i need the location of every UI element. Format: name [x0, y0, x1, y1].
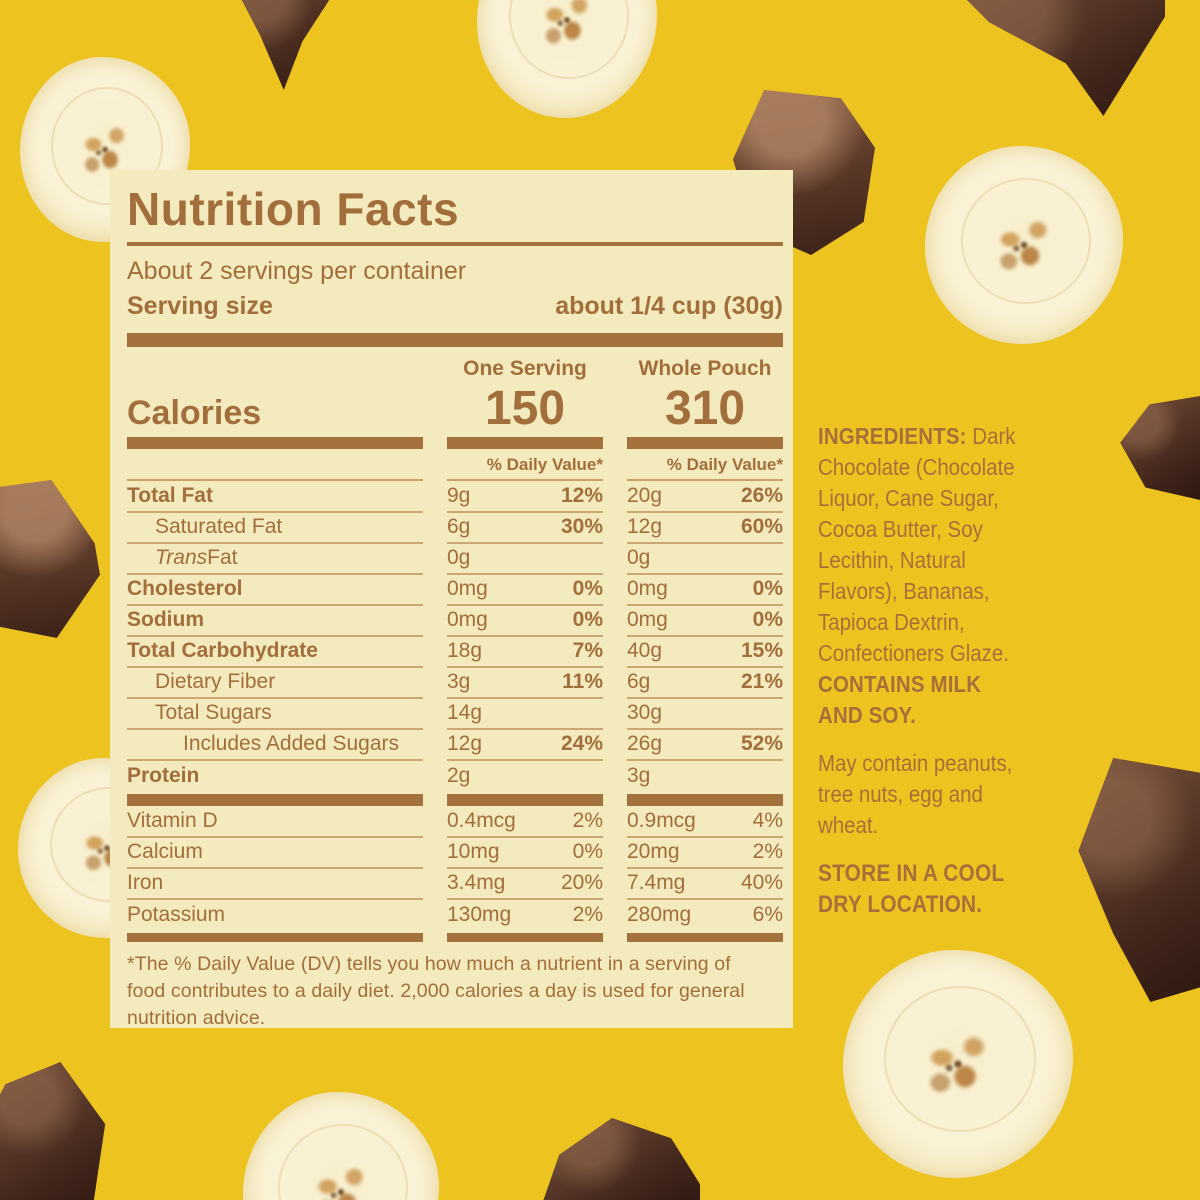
whole-pouch-values: 0.9mcg 4%: [627, 805, 783, 838]
nutrient-name: Vitamin D: [127, 805, 423, 838]
nutrient-name: Total Carbohydrate: [127, 635, 423, 668]
nutrient-row: Potassium 130mg 2% 280mg 6%: [127, 899, 783, 930]
banana-slice-image: [925, 146, 1123, 344]
nutrient-name: Total Sugars: [127, 697, 423, 730]
nutrient-row: Saturated Fat 6g 30% 12g 60%: [127, 511, 783, 544]
contains-statement: CONTAINS MILK AND SOY.: [818, 671, 982, 728]
calories-whole-pouch: 310: [664, 382, 746, 435]
one-serving-values: 10mg 0%: [447, 836, 603, 869]
storage-instructions: STORE IN A COOL DRY LOCATION.: [818, 860, 1004, 918]
daily-value-header: % Daily Value*: [447, 455, 603, 481]
chocolate-chunk-image: [1078, 758, 1200, 1002]
nutrient-row: Iron 3.4mg 20% 7.4mg 40%: [127, 867, 783, 900]
nutrition-facts-label: Nutrition Facts About 2 servings per con…: [110, 170, 793, 1029]
title-rule: [127, 242, 783, 246]
calories-label: Calories: [127, 394, 262, 432]
nutrient-name: Dietary Fiber: [127, 666, 423, 699]
nutrient-row: Vitamin D 0.4mcg 2% 0.9mcg 4%: [127, 805, 783, 838]
one-serving-values: 9g 12%: [447, 480, 603, 513]
calories-one-serving: 150: [484, 382, 566, 435]
whole-pouch-values: 6g 21%: [627, 666, 783, 699]
ingredients-label: INGREDIENTS:: [818, 423, 967, 449]
one-serving-values: 3.4mg 20%: [447, 867, 603, 900]
whole-pouch-values: 0g: [627, 542, 783, 575]
nutrient-row: Includes Added Sugars 12g 24% 26g 52%: [127, 728, 783, 761]
nutrient-name: Total Fat: [127, 480, 423, 513]
nutrient-name: Trans Fat: [127, 542, 423, 575]
one-serving-values: 2g: [447, 763, 471, 787]
one-serving-values: 0mg 0%: [447, 573, 603, 606]
nutrient-row: Total Sugars 14g 30g: [127, 697, 783, 730]
chocolate-chunk-image: [0, 480, 100, 638]
nutrient-name: Saturated Fat: [127, 511, 423, 544]
nutrient-name: Cholesterol: [127, 573, 423, 606]
one-serving-values: 0.4mcg 2%: [447, 805, 603, 838]
whole-pouch-values: 7.4mg 40%: [627, 867, 783, 900]
may-contain-statement: May contain peanuts, tree nuts, egg and …: [818, 750, 1013, 838]
one-serving-values: 0g: [447, 542, 603, 575]
nutrient-row: Calcium 10mg 0% 20mg 2%: [127, 836, 783, 869]
chocolate-chunk-image: [1120, 396, 1200, 500]
one-serving-values: 12g 24%: [447, 728, 603, 761]
nutrient-rows: Total Fat 9g 12% 20g 26% Saturated Fat 6g 3…: [127, 481, 783, 791]
main-divider-bar: [127, 333, 783, 347]
one-serving-values: 6g 30%: [447, 511, 603, 544]
calories-divider-bar: [127, 437, 783, 449]
serving-size-label: Serving size: [127, 292, 273, 320]
column-header-whole-pouch: Whole Pouch: [638, 357, 772, 380]
calories-row: Calories 150 310: [127, 381, 783, 433]
nutrition-facts-title: Nutrition Facts: [127, 183, 460, 235]
nutrient-name: Calcium: [127, 836, 423, 869]
nutrient-name: Sodium: [127, 604, 423, 637]
whole-pouch-values: 12g 60%: [627, 511, 783, 544]
one-serving-values: 3g 11%: [447, 666, 603, 699]
column-header-one-serving: One Serving: [463, 357, 587, 380]
nutrient-name: Protein: [127, 763, 200, 787]
section-divider-bar: [127, 794, 783, 806]
chocolate-chunk-image: [945, 0, 1165, 116]
whole-pouch-values: 26g 52%: [627, 728, 783, 761]
banana-slice-image: [843, 950, 1073, 1178]
ingredients-body: Dark Chocolate (Chocolate Liquor, Cane S…: [818, 423, 1016, 666]
nutrient-name: Iron: [127, 867, 423, 900]
one-serving-values: 130mg 2%: [447, 902, 603, 926]
chocolate-chunk-image: [0, 1062, 106, 1200]
nutrient-name: Potassium: [127, 902, 226, 926]
one-serving-values: 14g: [447, 697, 603, 730]
daily-value-footnote: *The % Daily Value (DV) tells you how mu…: [127, 953, 745, 1029]
daily-value-header: % Daily Value*: [627, 455, 783, 481]
nutrient-row: Trans Fat 0g 0g: [127, 542, 783, 575]
nutrient-row: Protein 2g 3g: [127, 760, 783, 791]
whole-pouch-values: 280mg 6%: [627, 902, 783, 926]
serving-size-value: about 1/4 cup (30g): [555, 292, 783, 320]
nutrient-row: Cholesterol 0mg 0% 0mg 0%: [127, 573, 783, 606]
banana-slice-image: [243, 1092, 439, 1200]
ingredients-sidebar: INGREDIENTS: Dark Chocolate (Chocolate L…: [818, 421, 1027, 920]
vitamins-divider-bar: [127, 933, 783, 942]
one-serving-values: 0mg 0%: [447, 604, 603, 637]
ingredients-paragraph: INGREDIENTS: Dark Chocolate (Chocolate L…: [818, 421, 1027, 731]
banana-slice-image: [477, 0, 657, 118]
whole-pouch-values: 40g 15%: [627, 635, 783, 668]
nutrient-row: Total Fat 9g 12% 20g 26%: [127, 480, 783, 513]
column-headers: One Serving Whole Pouch: [127, 355, 783, 381]
nutrient-row: Dietary Fiber 3g 11% 6g 21%: [127, 666, 783, 699]
servings-per-container: About 2 servings per container: [127, 257, 467, 285]
whole-pouch-values: 0mg 0%: [627, 573, 783, 606]
chocolate-chunk-image: [540, 1118, 700, 1200]
whole-pouch-values: 20g 26%: [627, 480, 783, 513]
whole-pouch-values: 0mg 0%: [627, 604, 783, 637]
nutrient-row: Total Carbohydrate 18g 7% 40g 15%: [127, 635, 783, 668]
one-serving-values: 18g 7%: [447, 635, 603, 668]
vitamin-rows: Vitamin D 0.4mcg 2% 0.9mcg 4% Calcium 10mg…: [127, 806, 783, 930]
nutrient-name: Includes Added Sugars: [127, 728, 423, 761]
whole-pouch-values: 30g: [627, 697, 783, 730]
daily-value-header-row: % Daily Value* % Daily Value*: [127, 453, 783, 481]
chocolate-chunk-image: [225, 0, 350, 90]
nutrient-row: Sodium 0mg 0% 0mg 0%: [127, 604, 783, 637]
whole-pouch-values: 20mg 2%: [627, 836, 783, 869]
serving-size-row: Serving size about 1/4 cup (30g): [127, 292, 783, 321]
whole-pouch-values: 3g: [627, 763, 651, 787]
